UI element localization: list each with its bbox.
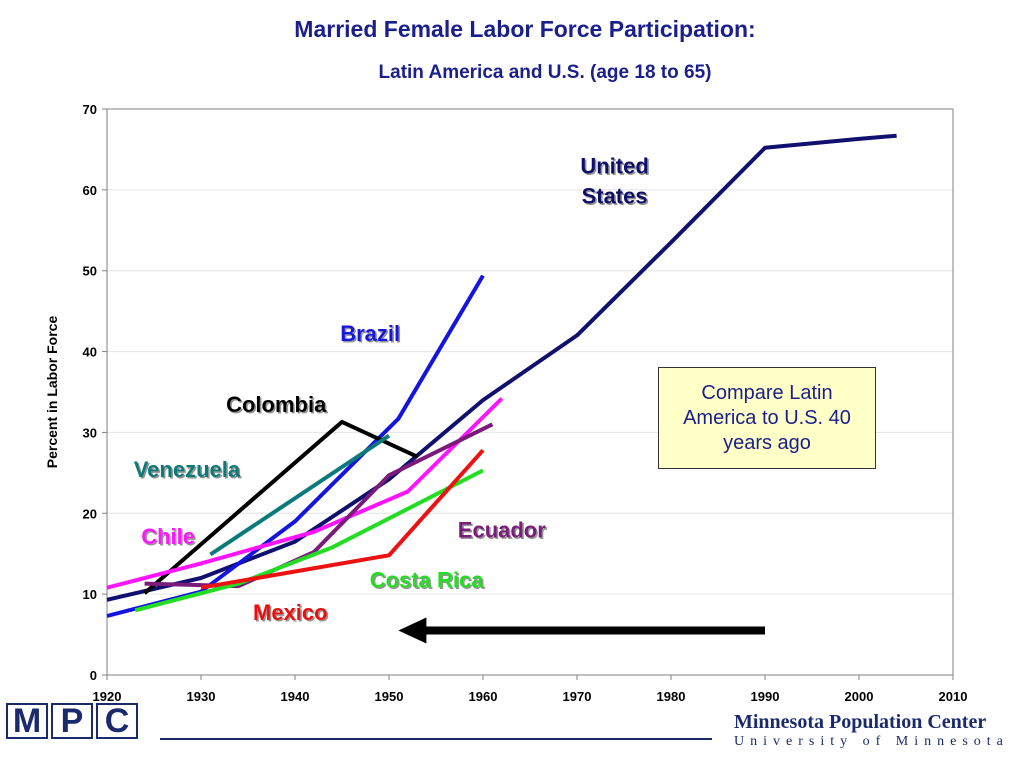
series-label-brazil: Brazil <box>340 321 400 346</box>
x-tick-label: 1970 <box>563 689 592 704</box>
series-line-venezuela <box>209 434 391 557</box>
series-label-chile: Chile <box>141 524 195 549</box>
series-label-venezuela: Venezuela <box>134 457 241 482</box>
y-tick-label: 30 <box>83 425 97 440</box>
series-label-colombia: Colombia <box>226 392 327 417</box>
x-tick-label: 1950 <box>375 689 404 704</box>
y-tick-label: 60 <box>83 183 97 198</box>
y-tick-label: 50 <box>83 264 97 279</box>
y-tick-label: 0 <box>90 668 97 683</box>
logo-letter-c: C <box>96 703 138 739</box>
series-label-united-states: United States <box>580 154 648 209</box>
y-tick-label: 70 <box>83 102 97 117</box>
x-tick-label: 1940 <box>281 689 310 704</box>
organization-block: Minnesota Population Center University o… <box>734 711 1009 750</box>
y-tick-label: 40 <box>83 345 97 360</box>
x-tick-label: 1960 <box>469 689 498 704</box>
x-tick-label: 1930 <box>187 689 216 704</box>
series-line-united-states <box>106 133 897 602</box>
x-tick-label: 1990 <box>751 689 780 704</box>
chart-title: Married Female Labor Force Participation… <box>294 16 756 42</box>
mpc-logo: M P C <box>6 703 138 739</box>
organization-name: Minnesota Population Center <box>734 711 987 733</box>
series-line-ecuador <box>144 422 494 589</box>
plot-area-border <box>106 108 954 676</box>
callout-box: Compare Latin America to U.S. 40 years a… <box>658 367 876 469</box>
y-tick-label: 20 <box>83 506 97 521</box>
y-tick-label: 10 <box>83 587 97 602</box>
series-label-costa-rica: Costa Rica <box>370 568 484 593</box>
series-line-costa-rica <box>134 468 484 613</box>
x-tick-label: 1980 <box>657 689 686 704</box>
y-axis-label: Percent in Labor Force <box>44 316 60 469</box>
logo-letter-p: P <box>51 703 93 739</box>
x-tick-label: 2010 <box>939 689 968 704</box>
series-label-mexico: Mexico <box>253 600 328 625</box>
university-name: University of Minnesota <box>734 734 1009 749</box>
series-label-ecuador: Ecuador <box>458 518 546 543</box>
series-line-colombia <box>143 419 419 595</box>
series-line-mexico <box>200 448 485 590</box>
x-tick-label: 1920 <box>93 689 122 704</box>
callout-text: Compare Latin America to U.S. 40 years a… <box>683 381 851 454</box>
logo-letter-m: M <box>6 703 48 739</box>
arrow-head <box>398 617 427 644</box>
chart-subtitle: Latin America and U.S. (age 18 to 65) <box>378 62 712 83</box>
footer-divider <box>160 738 712 740</box>
series-line-chile <box>106 397 504 590</box>
x-tick-label: 2000 <box>845 689 874 704</box>
